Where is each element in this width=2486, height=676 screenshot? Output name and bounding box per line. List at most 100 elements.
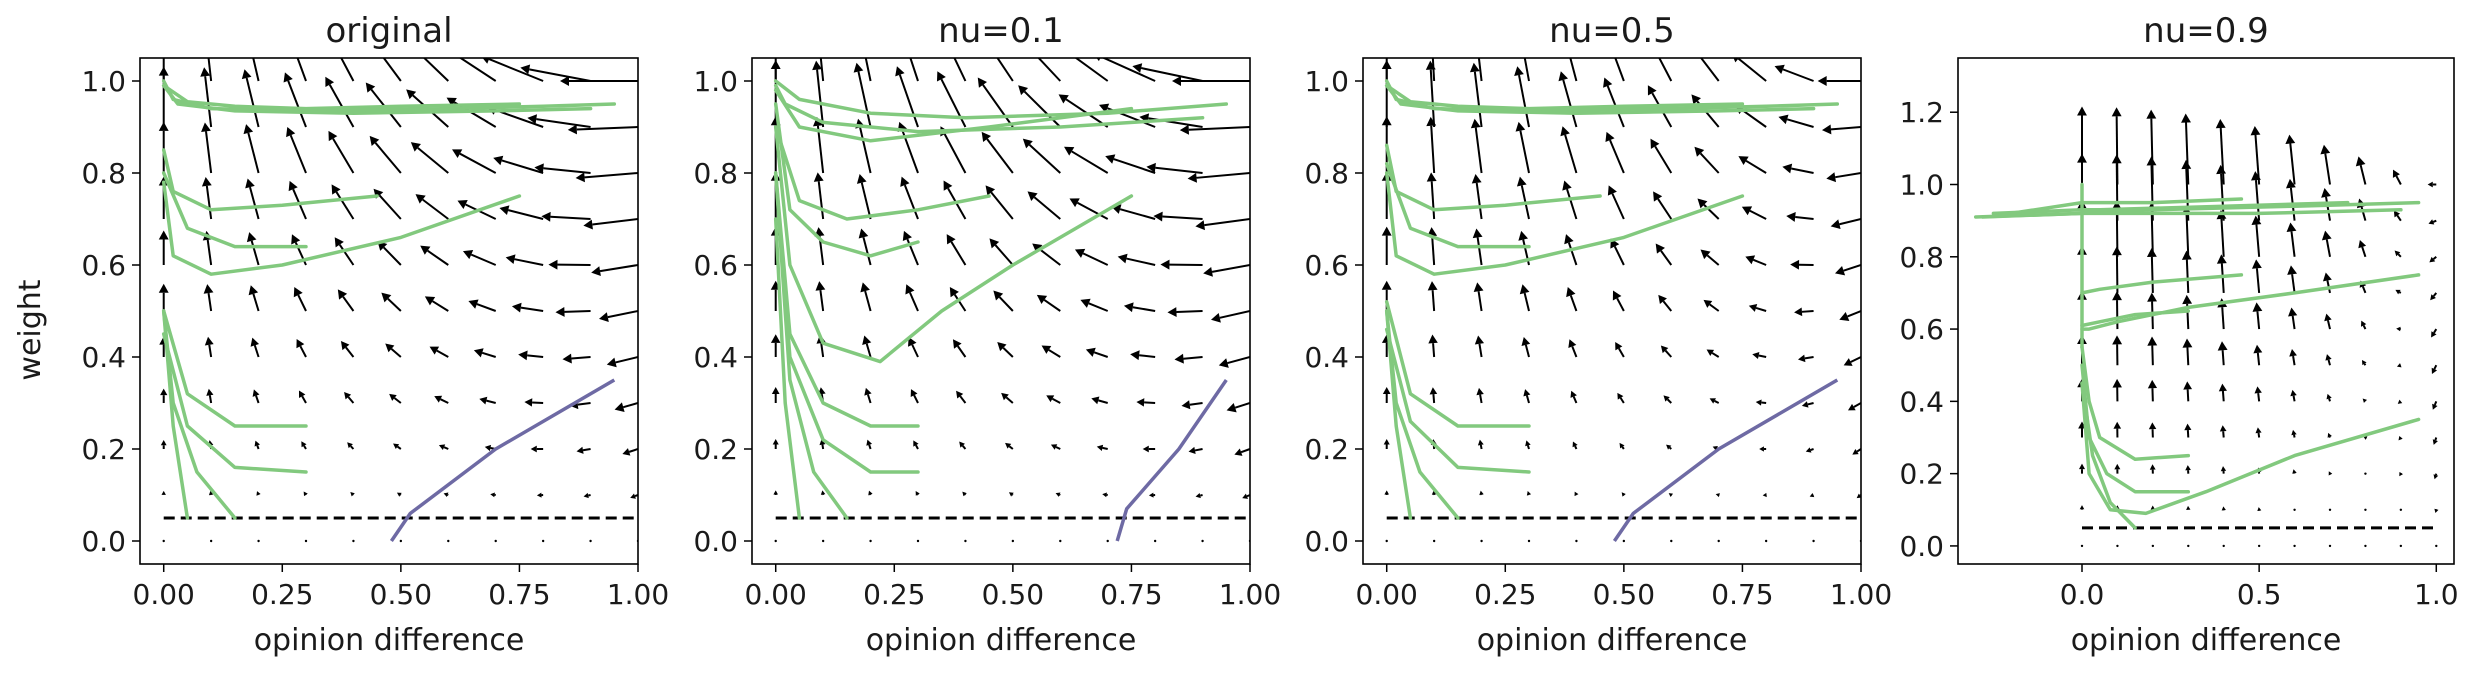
quiver-arrow [2112, 291, 2122, 330]
y-tick-label: 0.6 [1304, 249, 1349, 282]
quiver-arrow [2428, 219, 2437, 225]
quiver-arrow [1211, 310, 1250, 323]
quiver-arrow [1146, 162, 1203, 174]
quiver-arrow [160, 440, 167, 449]
quiver-arrow [1699, 58, 1720, 82]
quiver-arrow [962, 491, 967, 497]
quiver-arrow [2363, 436, 2368, 440]
quiver-arrow [567, 124, 638, 135]
quiver-arrow [1650, 138, 1673, 174]
quiver-arrow [1018, 85, 1061, 128]
quiver-arrow [1560, 126, 1578, 174]
quiver-arrow [2181, 250, 2192, 293]
quiver-arrow [2362, 398, 2368, 403]
y-tick-label: 0.6 [693, 249, 738, 282]
quiver-field [2077, 106, 2439, 548]
quiver-arrow [1755, 399, 1767, 406]
quiver-arrow [2321, 187, 2331, 221]
y-tick-label: 0.8 [81, 157, 126, 190]
quiver-arrow [814, 227, 825, 266]
quiver-arrow [2324, 313, 2332, 330]
quiver-arrow [1614, 58, 1625, 82]
quiver-arrow [1130, 350, 1156, 361]
quiver-arrow [447, 539, 450, 543]
quiver-arrow [772, 439, 779, 449]
y-tick-label: 0.0 [1899, 530, 1944, 563]
quiver-arrow [1234, 448, 1250, 456]
quiver-arrow [2253, 344, 2263, 366]
quiver-arrow [1786, 212, 1814, 222]
quiver-arrow [996, 58, 1014, 82]
quiver-arrow [1477, 439, 1484, 450]
x-tick-label: 0.50 [370, 578, 432, 611]
quiver-arrow [576, 446, 591, 454]
quiver-arrow [2250, 126, 2261, 185]
x-tick-label: 0.00 [745, 578, 807, 611]
quiver-arrow [288, 180, 307, 220]
quiver-arrow [2364, 508, 2367, 511]
quiver-arrow [209, 539, 213, 543]
quiver-arrow [334, 237, 355, 266]
trajectory-line [2009, 197, 2244, 216]
quiver-arrow [1839, 310, 1861, 321]
quiver-arrow [622, 448, 638, 456]
quiver-arrow [1477, 58, 1483, 82]
quiver-arrow [1605, 131, 1625, 174]
quiver-arrow [977, 77, 1014, 128]
y-tick-label: 0.8 [693, 157, 738, 190]
quiver-arrow [1797, 354, 1814, 363]
quiver-arrow [2364, 472, 2367, 475]
quiver-arrow [2288, 307, 2298, 330]
x-tick-label: 1.00 [1830, 578, 1892, 611]
quiver-arrow [1603, 77, 1625, 128]
quiver-arrow [1660, 345, 1673, 358]
quiver-arrow [1790, 259, 1814, 270]
quiver-arrow [1203, 264, 1250, 277]
quiver-arrow [1471, 173, 1483, 220]
quiver-arrow [381, 292, 402, 312]
quiver-arrow [2221, 506, 2226, 511]
quiver-arrow [256, 491, 261, 496]
quiver-arrow [1102, 492, 1108, 498]
quiver-field [1381, 58, 1861, 543]
quiver-arrow [1526, 491, 1532, 496]
quiver-arrow [913, 440, 919, 450]
quiver-arrow [1670, 539, 1673, 543]
x-axis-label: opinion difference [254, 623, 525, 658]
quiver-arrow [2146, 109, 2157, 185]
quiver-arrow [1748, 303, 1767, 312]
quiver-arrow [1826, 172, 1861, 183]
quiver-arrow [1519, 284, 1530, 312]
quiver-arrow [2293, 508, 2296, 511]
quiver-arrow [347, 442, 355, 450]
quiver-arrow [812, 60, 825, 128]
quiver-arrow [340, 340, 355, 358]
quiver-arrow [158, 283, 169, 311]
quiver-arrow [774, 539, 777, 543]
quiver-arrow [328, 130, 355, 174]
trajectory-line [1384, 171, 1745, 276]
quiver-arrow [494, 539, 497, 543]
quiver-arrow [1132, 63, 1203, 82]
quiver-arrow [1123, 302, 1156, 313]
quiver-arrow [1383, 439, 1390, 449]
quiver-arrow [2287, 265, 2298, 294]
quiver-arrow [2290, 389, 2297, 402]
quiver-arrow [1782, 163, 1814, 174]
quiver-arrow [1181, 400, 1203, 410]
quiver-arrow [1385, 539, 1388, 543]
quiver-arrow [2147, 379, 2158, 402]
quiver-arrow [2077, 106, 2087, 185]
quiver-arrow [1117, 253, 1156, 266]
quiver-arrow [207, 58, 213, 82]
trajectory-line [773, 171, 849, 520]
quiver-arrow [252, 58, 260, 82]
quiver-arrow [1027, 191, 1061, 220]
quiver-arrow [1703, 299, 1720, 312]
quiver-arrow [1074, 58, 1109, 82]
panel-title: original [325, 11, 452, 51]
trajectory-line [1384, 83, 1816, 115]
quiver-arrow [1568, 339, 1578, 358]
quiver-arrow [369, 135, 402, 174]
quiver-arrow [1172, 76, 1250, 86]
